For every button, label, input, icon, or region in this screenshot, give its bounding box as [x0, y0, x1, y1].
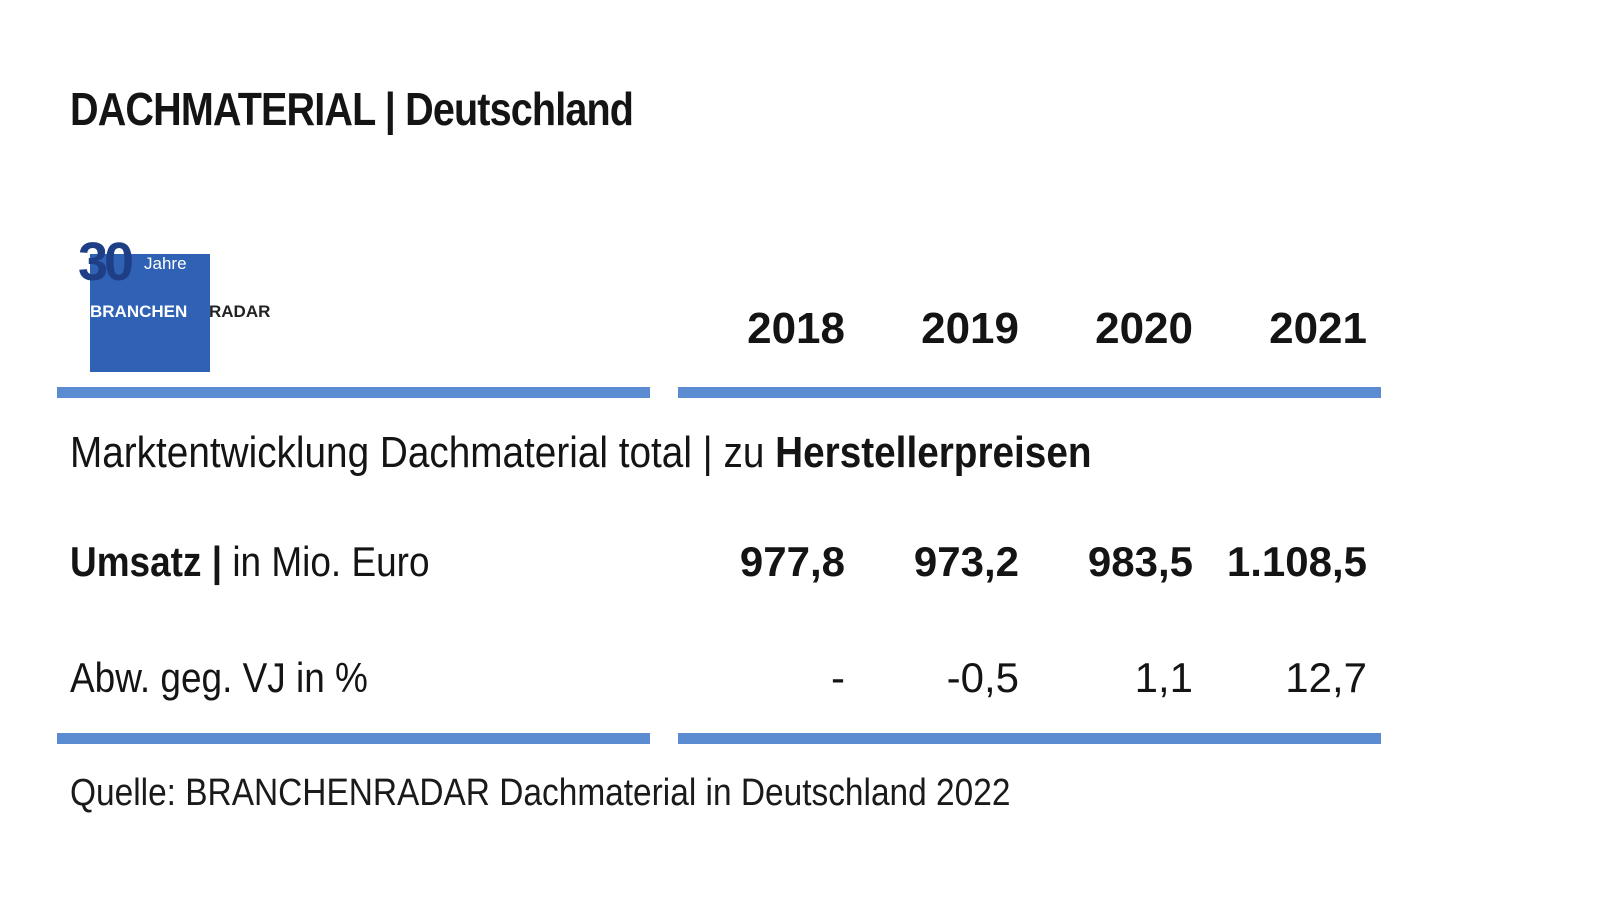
cell-umsatz-2019: 973,2 — [913, 538, 1019, 585]
column-header-2019: 2019 — [921, 304, 1019, 353]
logo-number: 30 — [78, 232, 134, 292]
cell-umsatz-2021: 1.108,5 — [1226, 538, 1367, 585]
source-note: Quelle: BRANCHENRADAR Dachmaterial in De… — [70, 772, 1011, 814]
row-label-abw: Abw. geg. VJ in % — [70, 654, 368, 702]
logo-brand-part2: RADAR — [209, 302, 271, 321]
section-label: Marktentwicklung Dachmaterial total | zu… — [70, 428, 1092, 478]
cell-abw-2018: - — [831, 654, 845, 701]
bottom-rule-left — [57, 733, 650, 744]
section-label-prefix: Marktentwicklung Dachmaterial total | zu — [70, 428, 776, 477]
cell-umsatz-2018: 977,8 — [739, 538, 845, 585]
cell-abw-2020: 1,1 — [1134, 654, 1193, 701]
cell-abw-2021: 12,7 — [1285, 654, 1367, 701]
cell-abw-2019: -0,5 — [946, 654, 1019, 701]
top-rule-left — [57, 387, 650, 398]
column-header-2021: 2021 — [1269, 304, 1367, 353]
top-rule-right — [678, 387, 1381, 398]
row-label-umsatz: Umsatz | in Mio. Euro — [70, 538, 430, 586]
column-header-2018: 2018 — [747, 304, 845, 353]
logo-brand-part1: BRANCHEN — [90, 302, 188, 321]
row-label-umsatz-bold: Umsatz | — [70, 538, 223, 585]
cell-umsatz-2020: 983,5 — [1087, 538, 1193, 585]
page-title: DACHMATERIAL | Deutschland — [70, 83, 634, 135]
row-label-abw-text: Abw. geg. VJ in % — [70, 654, 368, 701]
column-header-2020: 2020 — [1095, 304, 1193, 353]
branchenradar-logo: 30 Jahre BRANCHEN RADAR — [78, 232, 298, 377]
logo-jahre: Jahre — [144, 254, 187, 273]
logo-box — [90, 254, 210, 372]
bottom-rule-right — [678, 733, 1381, 744]
row-label-umsatz-rest: in Mio. Euro — [222, 538, 430, 585]
section-label-bold: Herstellerpreisen — [775, 428, 1092, 477]
